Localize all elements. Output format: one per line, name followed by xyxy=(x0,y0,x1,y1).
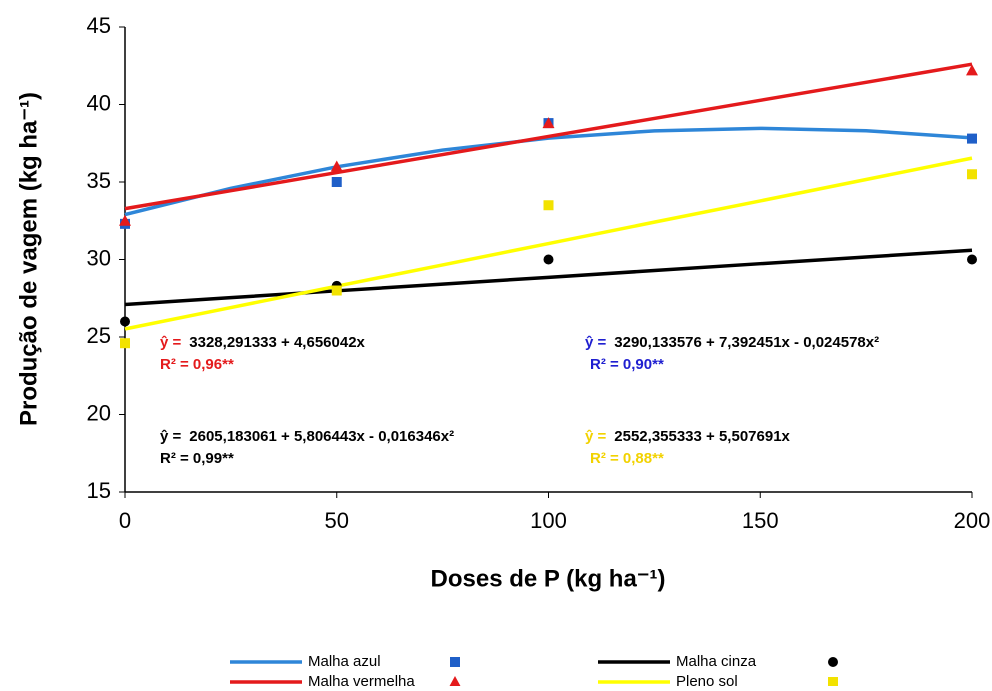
data-point xyxy=(543,254,554,265)
y-axis-title: Produção de vagem (kg ha⁻¹) xyxy=(15,92,42,426)
equation-text: 3290,133576 + 7,392451x - 0,024578x² xyxy=(614,334,879,351)
x-tick-label: 200 xyxy=(954,508,991,533)
equation-text: 2552,355333 + 5,507691x xyxy=(614,428,790,445)
legend-label: Malha azul xyxy=(308,653,381,670)
legend-label: Pleno sol xyxy=(676,673,738,686)
data-point xyxy=(966,64,978,76)
x-tick-label: 0 xyxy=(119,508,131,533)
legend-marker xyxy=(449,676,461,687)
data-point xyxy=(542,117,555,129)
data-point xyxy=(967,254,977,265)
trend-line xyxy=(124,248,973,307)
legend-marker xyxy=(828,657,838,667)
y-tick-label: 30 xyxy=(87,245,111,270)
equation: ŷ = 3328,291333 + 4,656042x xyxy=(160,334,366,351)
x-tick-label: 100 xyxy=(530,508,567,533)
equation-label: ŷ = xyxy=(585,428,607,445)
equation-label: ŷ = xyxy=(585,334,607,351)
legend-label: Malha cinza xyxy=(676,653,757,670)
y-tick-label: 15 xyxy=(87,478,111,503)
r-squared: R² = 0,96** xyxy=(160,356,234,373)
y-tick-label: 25 xyxy=(87,323,111,348)
equation: ŷ = 2605,183061 + 5,806443x - 0,016346x² xyxy=(160,428,454,445)
r-squared: R² = 0,99** xyxy=(160,450,234,467)
data-point xyxy=(119,214,131,226)
trend-line xyxy=(124,62,973,211)
y-tick-label: 40 xyxy=(87,90,111,115)
r-squared: R² = 0,88** xyxy=(590,450,664,467)
equation: ŷ = 2552,355333 + 5,507691x xyxy=(585,428,791,445)
data-point xyxy=(967,133,977,144)
data-point xyxy=(331,177,342,187)
data-point xyxy=(331,285,342,296)
equation-label: ŷ = xyxy=(160,428,182,445)
r-squared: R² = 0,90** xyxy=(590,356,664,373)
equation-text: 3328,291333 + 4,656042x xyxy=(189,334,365,351)
x-tick-label: 50 xyxy=(325,508,349,533)
equation-label: ŷ = xyxy=(160,334,182,351)
x-axis-title: Doses de P (kg ha⁻¹) xyxy=(431,565,666,592)
legend-label: Malha vermelha xyxy=(308,673,415,686)
y-tick-label: 45 xyxy=(87,13,111,38)
equation-text: 2605,183061 + 5,806443x - 0,016346x² xyxy=(189,428,454,445)
data-point xyxy=(120,316,130,327)
data-point xyxy=(120,338,130,349)
data-point xyxy=(967,169,977,180)
x-tick-label: 150 xyxy=(742,508,779,533)
legend-marker xyxy=(450,657,460,667)
y-tick-label: 20 xyxy=(87,400,111,425)
equation: ŷ = 3290,133576 + 7,392451x - 0,024578x² xyxy=(585,334,879,351)
data-point xyxy=(543,200,554,211)
y-tick-label: 35 xyxy=(87,168,111,193)
legend-marker xyxy=(828,677,838,687)
trend-line xyxy=(124,156,973,331)
data-point xyxy=(330,160,343,172)
